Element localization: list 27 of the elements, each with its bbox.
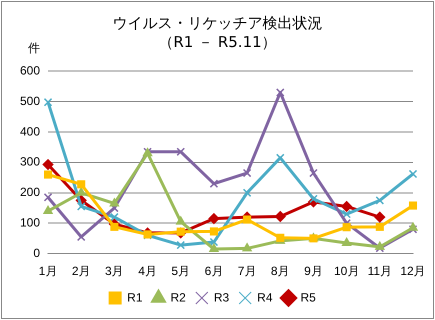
y-tick-label: 400 <box>20 124 40 138</box>
x-tick-label: 2月 <box>72 264 91 278</box>
y-axis-title: 件 <box>28 40 40 57</box>
legend-label: R5 <box>300 290 316 304</box>
y-tick-label: 0 <box>33 246 40 260</box>
legend-label: R4 <box>257 290 273 304</box>
chart-title: ウイルス・リケッチア検出状況 <box>112 14 324 33</box>
x-tick-label: 4月 <box>138 264 157 278</box>
x-tick-label: 11月 <box>368 264 392 278</box>
y-tick-label: 200 <box>20 185 40 200</box>
x-tick-label: 9月 <box>304 264 323 278</box>
y-tick-label: 300 <box>20 154 40 169</box>
x-tick-label: 8月 <box>270 264 290 278</box>
chart-subtitle: （R1 － R5.11） <box>158 33 277 51</box>
y-tick-label: 500 <box>20 94 40 108</box>
x-tick-label: 10月 <box>334 264 360 278</box>
legend-label: R3 <box>214 290 230 304</box>
x-tick-label: 6月 <box>204 264 224 278</box>
y-tick-label: 600 <box>20 64 40 78</box>
legend-label: R2 <box>170 290 186 304</box>
x-tick-label: 12月 <box>400 264 426 278</box>
legend-label: R1 <box>127 290 143 304</box>
y-tick-label: 100 <box>20 216 40 230</box>
x-tick-label: 1月 <box>38 264 58 278</box>
x-tick-label: 5月 <box>171 264 190 278</box>
x-tick-label: 3月 <box>105 264 124 278</box>
x-tick-label: 7月 <box>238 264 256 278</box>
